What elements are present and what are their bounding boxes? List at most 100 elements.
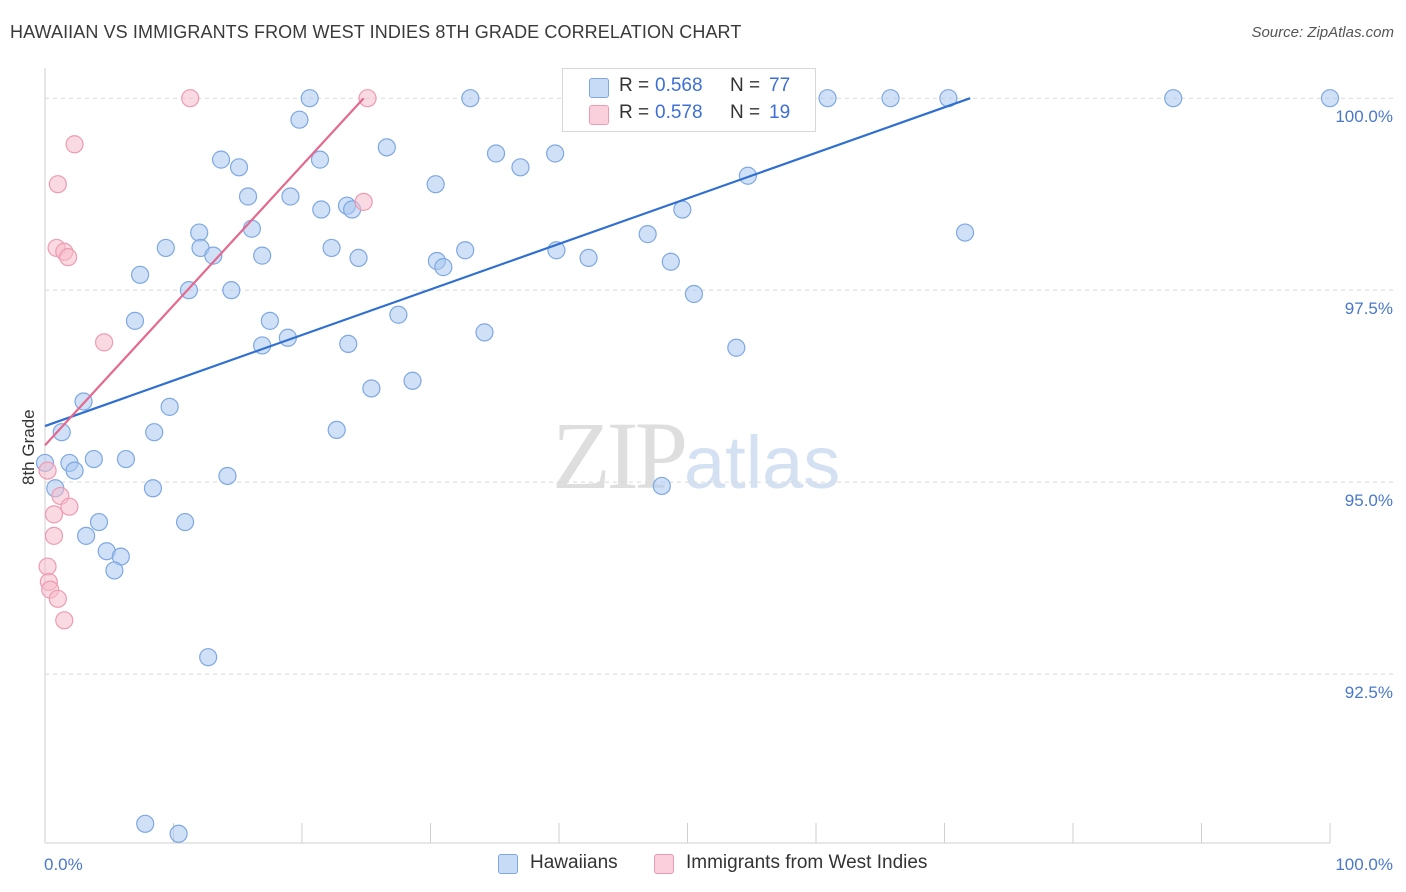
y-tick-label: 100.0%	[1335, 107, 1393, 126]
hawaiian-point	[253, 246, 272, 265]
hawaiian-point	[116, 449, 136, 469]
hawaiian-point	[312, 200, 331, 219]
hawaiian-point	[349, 248, 368, 268]
hawaiian-point	[426, 175, 445, 194]
hawaiian-point	[327, 420, 346, 440]
legend-n-value: 19	[769, 102, 791, 123]
hawaiian-point	[105, 561, 124, 580]
legend-r-value: 0.568	[655, 75, 703, 96]
hawaiian-point	[65, 461, 84, 480]
hawaiian-point	[222, 281, 241, 300]
hawaiian-point	[377, 138, 396, 157]
hawaiian-point	[511, 158, 530, 177]
hawaiian-point	[190, 223, 209, 242]
hawaiian-point	[260, 311, 279, 330]
source-label: Source: ZipAtlas.com	[1251, 24, 1394, 41]
hawaiian-point	[300, 89, 319, 108]
hawaiian-point	[673, 200, 692, 219]
hawaiian-point	[145, 423, 164, 442]
hawaiian-trend-line	[44, 97, 971, 428]
hawaiian-point	[461, 89, 480, 108]
x-tick-label: 0.0%	[44, 855, 83, 874]
hawaiian-point	[339, 334, 358, 354]
hawaiian-point	[579, 248, 598, 268]
hawaiian-point	[130, 265, 150, 284]
hawaiian-point	[1320, 89, 1340, 108]
legend-swatch-west-indies	[589, 105, 609, 125]
west-indies-trend-line	[44, 97, 365, 447]
west-indies-point	[358, 89, 377, 108]
hawaiian-point	[727, 338, 746, 357]
west-indies-point	[181, 89, 200, 108]
hawaiian-point	[389, 305, 408, 324]
hawaiian-point	[143, 479, 163, 498]
hawaiian-point	[242, 219, 261, 238]
west-indies-point	[95, 333, 114, 352]
legend-r-label: R =	[619, 102, 650, 123]
hawaiian-point	[322, 238, 341, 258]
legend-swatch-hawaiians	[589, 78, 609, 98]
west-indies-point	[60, 497, 79, 516]
stats-legend: R = 0.568 N = 77 R = 0.578 N = 19	[562, 68, 816, 132]
bottom-legend-label-west-indies: Immigrants from West Indies	[686, 852, 928, 873]
legend-n-label: N =	[730, 75, 761, 96]
west-indies-point	[48, 589, 67, 608]
hawaiian-point	[218, 466, 237, 486]
hawaiian-point	[403, 371, 422, 390]
west-indies-point	[38, 461, 57, 480]
hawaiian-point	[546, 144, 565, 163]
west-indies-point	[59, 248, 78, 267]
hawaiian-point	[955, 223, 975, 242]
legend-n-label: N =	[730, 102, 761, 123]
hawaiian-point	[175, 512, 195, 532]
hawaiian-point	[738, 166, 757, 185]
hawaiian-point	[652, 476, 671, 496]
hawaiian-point	[310, 150, 330, 169]
bottom-legend-label-hawaiians: Hawaiians	[530, 852, 618, 873]
watermark-atlas: atlas	[684, 421, 841, 504]
hawaiian-point	[475, 323, 494, 342]
hawaiian-point	[160, 397, 179, 416]
hawaiian-point	[1164, 89, 1183, 108]
west-indies-point	[55, 611, 74, 630]
west-indies-point	[44, 505, 64, 524]
legend-row-west-indies: R = 0.578 N = 19	[563, 101, 815, 127]
west-indies-point	[38, 557, 57, 576]
hawaiian-point	[229, 158, 249, 177]
hawaiian-point	[818, 89, 837, 108]
hawaiian-point	[281, 187, 300, 206]
hawaiian-point	[125, 311, 145, 330]
hawaiian-point	[204, 246, 223, 265]
legend-r-label: R =	[619, 75, 650, 96]
y-tick-label: 95.0%	[1345, 491, 1393, 510]
bottom-legend-swatch-west-indies	[654, 854, 674, 874]
west-indies-point	[354, 192, 373, 211]
hawaiian-point	[434, 258, 453, 277]
hawaiian-point	[486, 144, 506, 163]
legend-n-value: 77	[769, 75, 791, 96]
hawaiian-point	[84, 449, 103, 469]
y-tick-label: 97.5%	[1345, 299, 1393, 318]
bottom-legend-swatch-hawaiians	[498, 854, 518, 874]
west-indies-point	[65, 135, 84, 154]
hawaiian-point	[156, 238, 175, 258]
hawaiian-point	[89, 512, 109, 532]
hawaiian-point	[290, 110, 309, 129]
hawaiian-point	[881, 89, 900, 108]
hawaiian-point	[684, 284, 704, 304]
hawaiian-point	[456, 241, 475, 260]
legend-row-hawaiians: R = 0.568 N = 77	[563, 74, 815, 100]
hawaiian-point	[238, 187, 258, 206]
x-tick-label: 100.0%	[1335, 855, 1393, 874]
west-indies-point	[44, 526, 64, 545]
hawaiian-point	[77, 526, 96, 545]
hawaiian-point	[362, 379, 381, 398]
y-tick-label: 92.5%	[1345, 683, 1393, 702]
hawaiian-point	[169, 824, 188, 843]
hawaiian-point	[211, 150, 231, 169]
chart-title: HAWAIIAN VS IMMIGRANTS FROM WEST INDIES …	[10, 22, 742, 42]
hawaiian-point	[661, 252, 680, 271]
legend-r-value: 0.578	[655, 102, 703, 123]
west-indies-point	[48, 175, 67, 194]
